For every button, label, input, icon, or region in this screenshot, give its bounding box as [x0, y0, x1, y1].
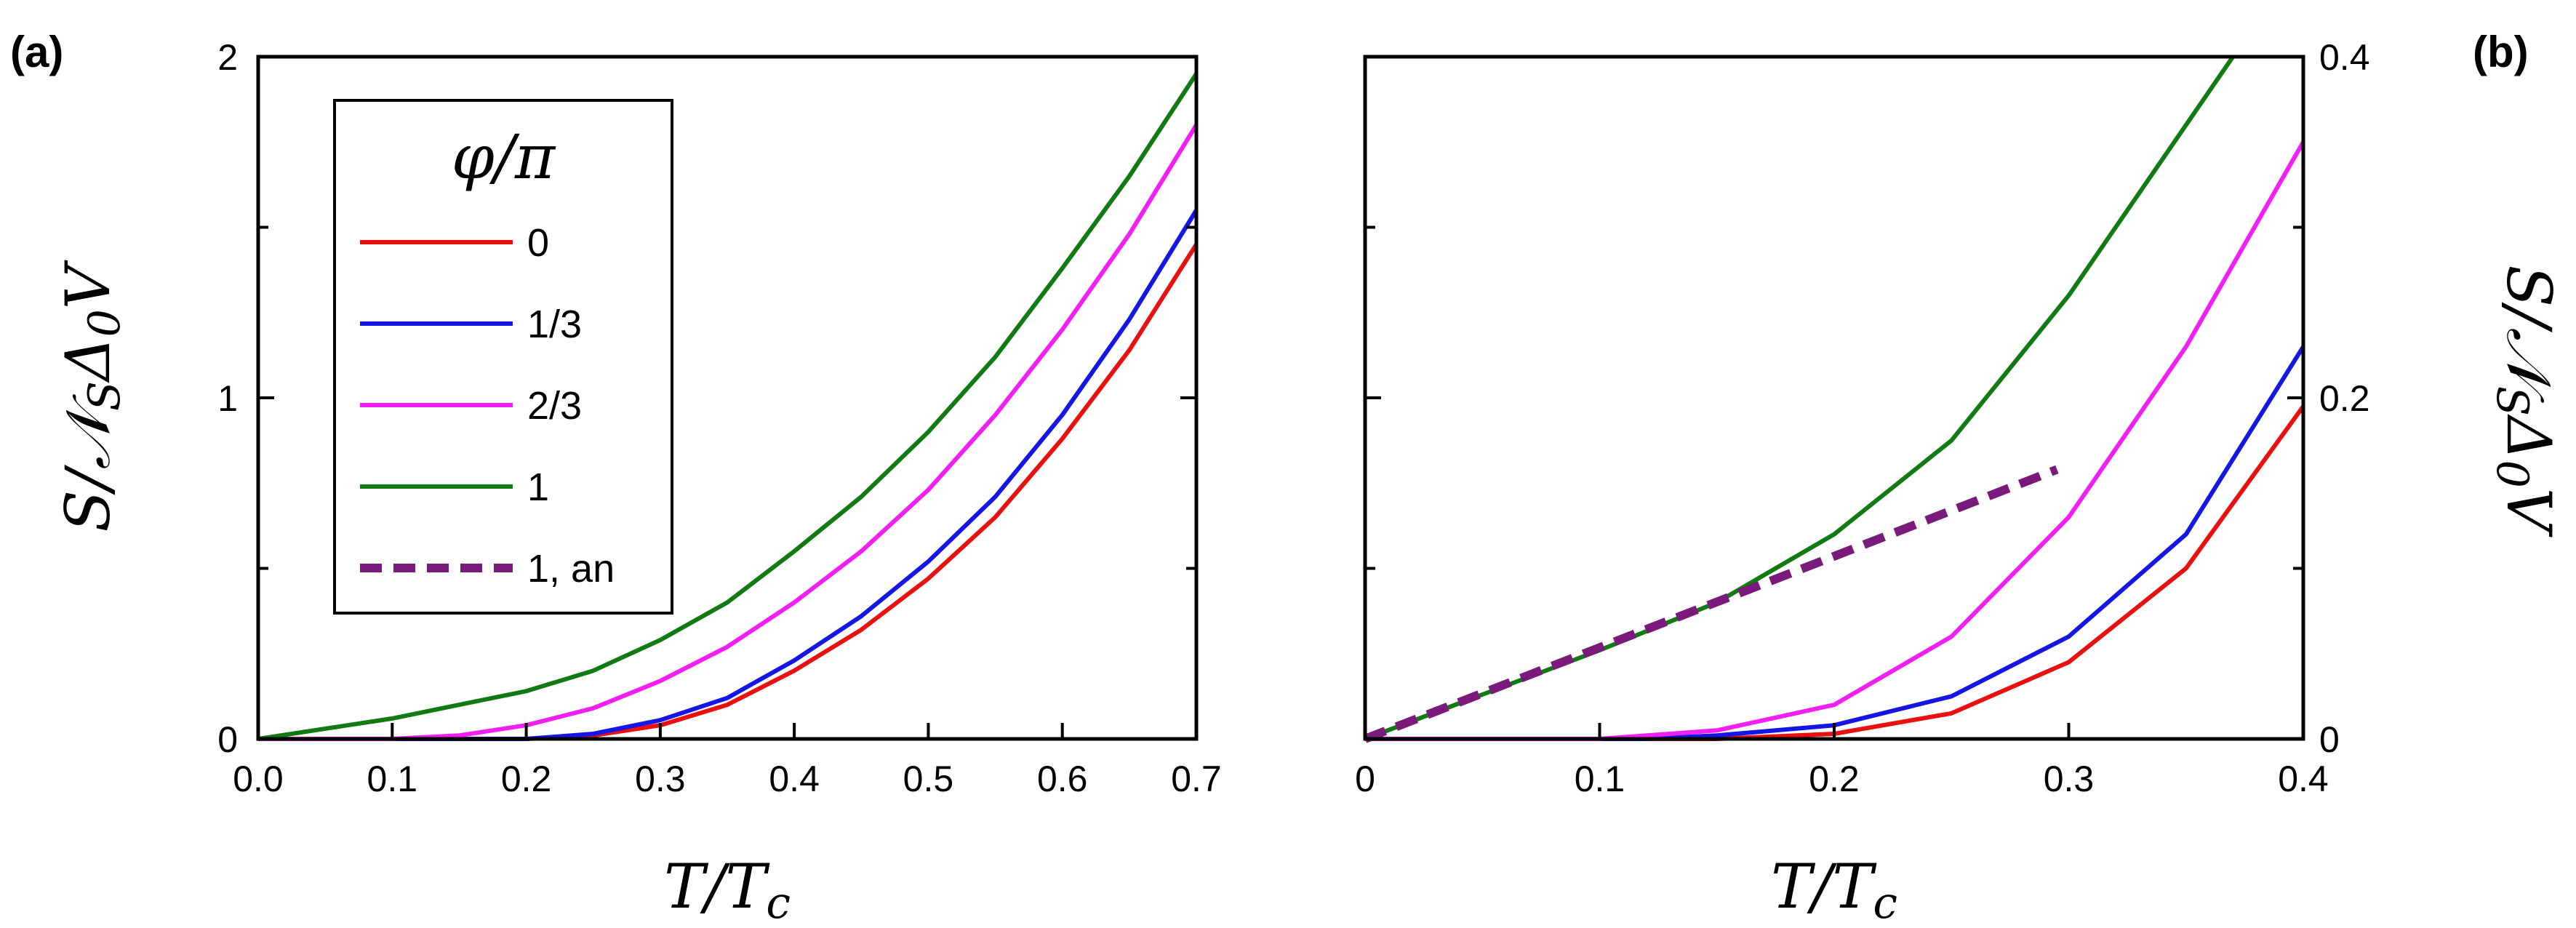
panel-b-y-axis-label: S/𝒩SΔ0V — [2487, 265, 2564, 537]
x-tick-label: 0 — [1355, 759, 1375, 799]
y-tick-label: 0.4 — [2319, 37, 2370, 78]
x-tick-label: 0.2 — [501, 759, 552, 799]
legend-label: 2/3 — [527, 384, 582, 428]
panel-b-series-line-0 — [1365, 404, 2305, 741]
x-tick-label: 0.6 — [1037, 759, 1088, 799]
y-tick-label: 2 — [217, 37, 238, 78]
panel-a: (a) 0.0 0.1 0.2 0.3 0.4 0.5 0.6 0.7 0 1 2 T/Tc S/… — [10, 28, 1222, 928]
x-tick-label: 0.3 — [2044, 759, 2095, 799]
legend-label: 1/3 — [527, 303, 582, 346]
x-tick-label: 0.5 — [903, 759, 954, 799]
panel-b: (b) 0 0.1 0.2 0.3 0.4 0 0.2 0.4 T/Tc S/𝒩SΔ0V — [1355, 28, 2564, 928]
panel-a-x-ticks: 0.0 0.1 0.2 0.3 0.4 0.5 0.6 0.7 — [233, 723, 1222, 799]
legend-entries: 0 1/3 2/3 1 1, an — [360, 221, 615, 591]
x-tick-label: 0.7 — [1171, 759, 1222, 799]
y-tick-label: 0 — [217, 719, 238, 760]
panel-b-x-ticks: 0 0.1 0.2 0.3 0.4 — [1355, 723, 2329, 799]
y-tick-label: 1 — [217, 378, 238, 419]
y-tick-label: 0 — [2319, 719, 2340, 760]
panel-b-label: (b) — [2473, 28, 2529, 76]
panel-a-series-line-3 — [257, 72, 1199, 741]
legend-label: 1, an — [527, 547, 615, 591]
legend-label: 0 — [527, 221, 549, 265]
panel-b-x-axis-label: T/Tc — [1771, 851, 1897, 928]
x-tick-label: 0.1 — [367, 759, 418, 799]
legend-box — [333, 99, 673, 615]
panel-a-series-line-2 — [258, 124, 1199, 741]
x-tick-label: 0.4 — [769, 759, 820, 799]
panel-a-x-axis-label: T/Tc — [664, 851, 791, 928]
panel-b-y-ticks: 0 0.2 0.4 — [1365, 37, 2370, 760]
panel-b-series-line-4 — [1363, 465, 2059, 743]
legend: φ/π 0 1/3 2/3 1 1, an — [333, 99, 673, 615]
legend-label: 1 — [527, 465, 549, 509]
y-tick-label: 0.2 — [2319, 378, 2370, 419]
panel-a-y-ticks: 0 1 2 — [217, 37, 1196, 760]
panel-b-series-line-2 — [1365, 140, 2305, 741]
panel-a-y-axis-label: S/𝒩SΔ0V — [52, 260, 130, 532]
panel-a-series-line-1 — [258, 209, 1199, 741]
x-tick-label: 0.1 — [1575, 759, 1625, 799]
panel-a-label: (a) — [10, 28, 63, 76]
x-tick-label: 0.4 — [2278, 759, 2329, 799]
legend-title: φ/π — [452, 121, 556, 193]
panel-b-series-line-3 — [1364, 55, 2235, 741]
panel-b-series — [1363, 55, 2305, 743]
x-tick-label: 0.2 — [1809, 759, 1860, 799]
panel-a-series — [257, 72, 1199, 741]
x-tick-label: 0.3 — [635, 759, 686, 799]
x-tick-label: 0.0 — [233, 759, 284, 799]
